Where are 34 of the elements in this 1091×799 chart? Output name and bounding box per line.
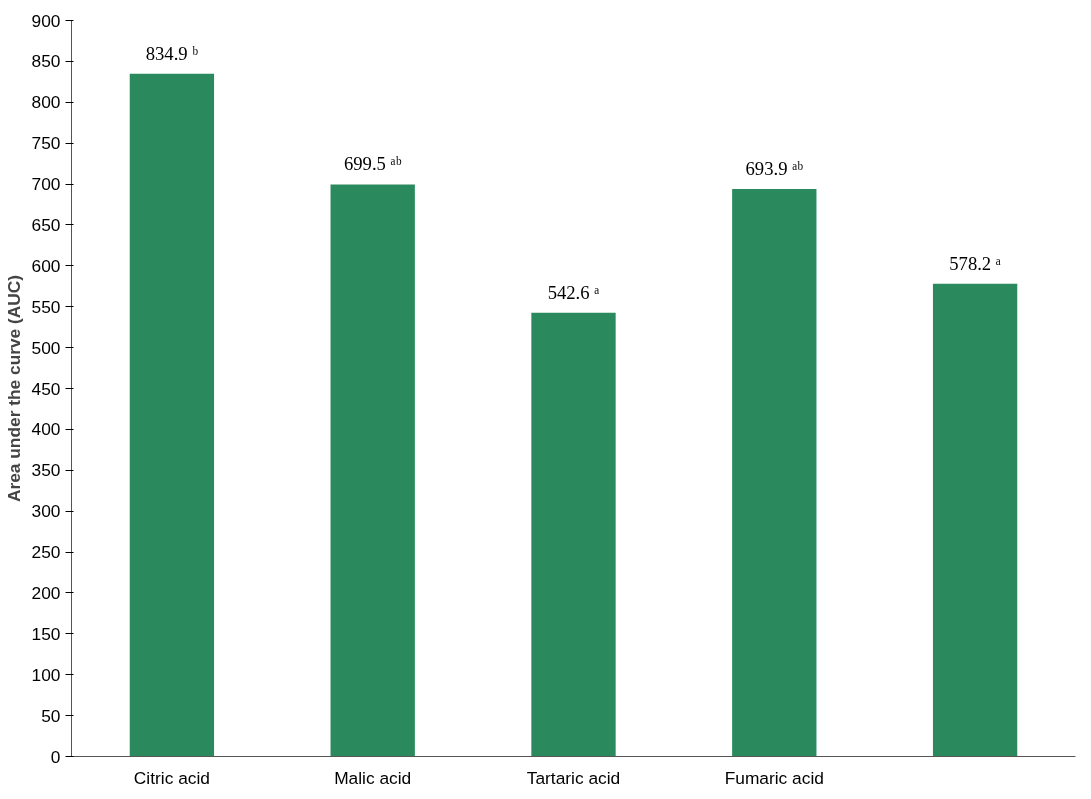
- y-tick-label: 750: [31, 133, 61, 154]
- x-tick-label: Citric acid: [133, 767, 210, 788]
- y-tick-label: 550: [31, 296, 61, 317]
- y-tick-label: 650: [31, 214, 61, 235]
- y-tick-label: 350: [31, 460, 61, 481]
- bar: [330, 184, 415, 757]
- data-label: 834.9 ᵇ: [145, 42, 199, 64]
- y-tick-label: 300: [31, 501, 61, 522]
- data-label: 542.6 ᵃ: [547, 281, 600, 303]
- y-tick-label: 0: [50, 746, 61, 767]
- bar: [732, 189, 817, 757]
- bar: [129, 73, 215, 757]
- y-tick-label: 400: [31, 419, 61, 440]
- bar: [531, 312, 616, 757]
- data-label: 699.5 ᵃᵇ: [343, 153, 402, 175]
- y-tick-label: 150: [31, 623, 61, 644]
- bar: [932, 283, 1018, 757]
- y-tick-label: 100: [31, 664, 61, 685]
- x-tick-label: Fumaric acid: [724, 767, 824, 788]
- y-axis-title: Area under the curve (AUC): [3, 274, 24, 503]
- y-tick-label: 250: [31, 542, 61, 563]
- x-tick-label: Malic acid: [334, 767, 412, 788]
- y-tick-label: 600: [31, 255, 61, 276]
- y-tick-label: 50: [41, 705, 61, 726]
- y-tick-label: 700: [31, 174, 61, 195]
- data-label: 578.2 ᵃ: [949, 252, 1001, 274]
- y-tick-label: 500: [31, 337, 61, 358]
- data-label: 693.9 ᵃᵇ: [745, 158, 804, 180]
- y-tick-label: 800: [31, 92, 61, 113]
- y-tick-label: 200: [31, 582, 61, 603]
- y-tick-label: 850: [31, 51, 61, 72]
- y-tick-label: 900: [31, 10, 61, 31]
- x-tick-label: Tartaric acid: [526, 767, 621, 788]
- y-tick-label: 450: [31, 378, 61, 399]
